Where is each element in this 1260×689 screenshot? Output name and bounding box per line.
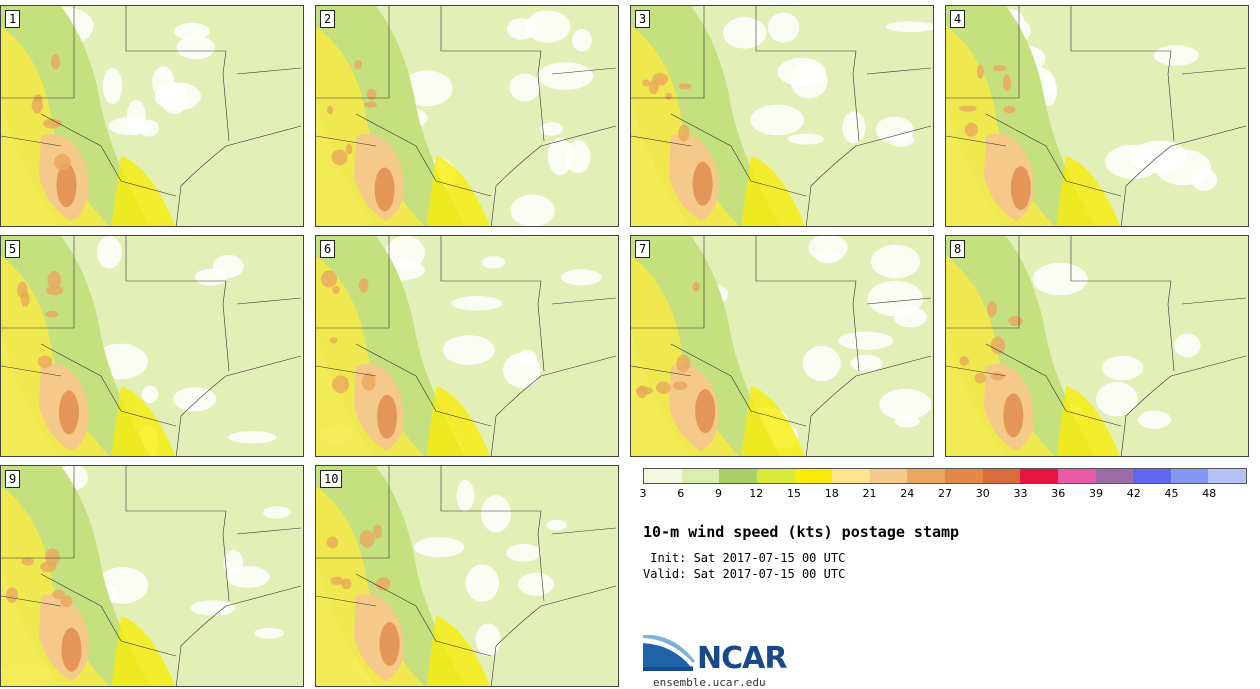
ensemble-member-panel: 7 <box>630 235 934 457</box>
ensemble-member-panel: 9 <box>0 465 304 687</box>
ensemble-member-panel: 4 <box>945 5 1249 227</box>
legend-tick-label: 45 <box>1164 487 1179 500</box>
legend-swatch <box>832 469 870 483</box>
legend-swatch <box>1133 469 1171 483</box>
legend-swatch <box>756 469 795 483</box>
init-time: Init: Sat 2017-07-15 00 UTC <box>643 551 846 565</box>
ensemble-member-panel: 5 <box>0 235 304 457</box>
ensemble-member-panel: 10 <box>315 465 619 687</box>
legend-tick-label: 30 <box>975 487 990 500</box>
legend-swatch <box>794 469 833 483</box>
legend-swatch <box>907 469 945 483</box>
legend-tick-label: 33 <box>1013 487 1028 500</box>
legend-tick-label: 6 <box>677 487 685 500</box>
legend-tick-label: 15 <box>787 487 801 500</box>
ensemble-member-panel: 1 <box>0 5 304 227</box>
legend-tick-label: 24 <box>900 487 915 500</box>
legend-tick-label: 12 <box>749 487 764 500</box>
legend-swatch <box>681 469 720 483</box>
legend-swatch <box>1208 469 1246 483</box>
ensemble-member-panel: 2 <box>315 5 619 227</box>
ensemble-member-panel: 6 <box>315 235 619 457</box>
legend-tick-label: 21 <box>862 487 877 500</box>
panel-number: 10 <box>320 470 343 488</box>
legend-swatch <box>1170 469 1209 483</box>
legend-swatch <box>869 469 908 483</box>
color-legend <box>643 468 1247 484</box>
panel-number: 7 <box>635 240 651 258</box>
legend-swatch <box>1020 469 1058 483</box>
panel-number: 4 <box>950 10 966 28</box>
panel-number: 6 <box>320 240 336 258</box>
panel-number: 3 <box>635 10 651 28</box>
panel-number: 9 <box>5 470 21 488</box>
legend-swatch <box>982 469 1021 483</box>
legend-swatch <box>1057 469 1096 483</box>
ensemble-member-panel: 8 <box>945 235 1249 457</box>
panel-number: 5 <box>5 240 21 258</box>
ensemble-member-panel: 3 <box>630 5 934 227</box>
panel-number: 8 <box>950 240 966 258</box>
legend-tick-label: 27 <box>938 487 952 500</box>
legend-tick-label: 39 <box>1089 487 1103 500</box>
legend-tick-label: 18 <box>824 487 839 500</box>
legend-tick-labels: 3 6 9 12 15 18 21 24 27 30 33 36 39 42 45 48 <box>639 487 1247 501</box>
panel-number: 2 <box>320 10 336 28</box>
valid-time: Valid: Sat 2017-07-15 00 UTC <box>643 567 846 581</box>
chart-title: 10-m wind speed (kts) postage stamp <box>643 523 960 541</box>
panel-number: 1 <box>5 10 21 28</box>
legend-swatch <box>719 469 757 483</box>
legend-tick-label: 42 <box>1126 487 1141 500</box>
site-url: ensemble.ucar.edu <box>653 676 766 689</box>
legend-tick-label: 36 <box>1051 487 1066 500</box>
legend-swatch <box>644 469 682 483</box>
legend-tick-label: 9 <box>715 487 722 500</box>
legend-tick-label: 48 <box>1202 487 1217 500</box>
ncar-swoosh-icon <box>643 634 695 671</box>
legend-swatch <box>945 469 983 483</box>
legend-swatch <box>1095 469 1134 483</box>
legend-tick-label: 3 <box>639 487 647 500</box>
ncar-logo-text: NCAR <box>697 641 787 676</box>
